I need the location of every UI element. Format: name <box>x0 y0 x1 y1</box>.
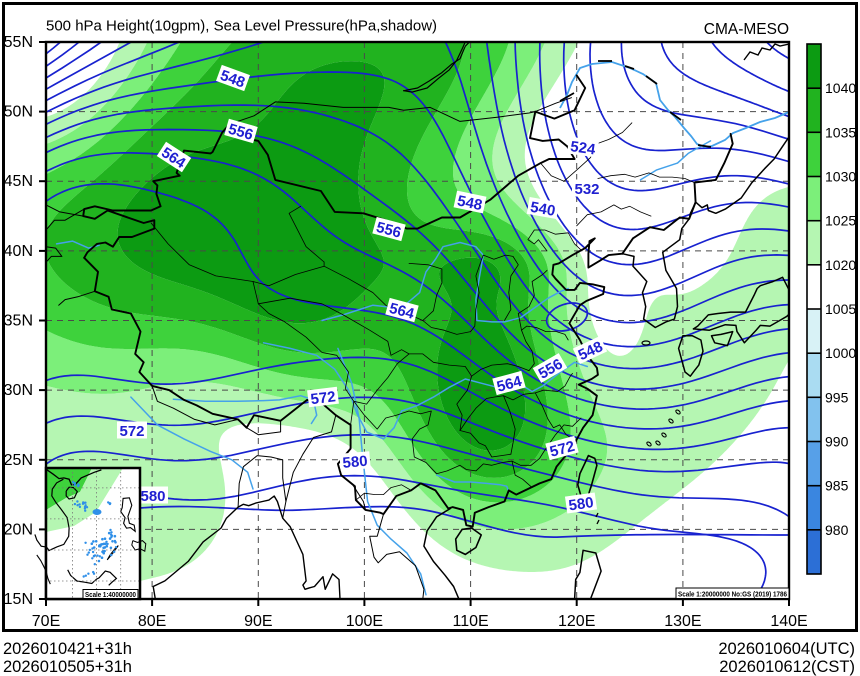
svg-text:1000: 1000 <box>825 345 856 361</box>
svg-text:25N: 25N <box>4 452 33 469</box>
svg-text:580: 580 <box>342 453 368 472</box>
svg-text:1005: 1005 <box>825 301 856 317</box>
svg-text:1030: 1030 <box>825 169 856 185</box>
svg-text:1040: 1040 <box>825 80 856 96</box>
svg-text:45N: 45N <box>4 173 33 190</box>
svg-text:572: 572 <box>310 388 337 408</box>
svg-text:572: 572 <box>548 438 577 461</box>
svg-text:1020: 1020 <box>825 257 856 273</box>
svg-text:564: 564 <box>495 373 524 396</box>
svg-text:548: 548 <box>456 192 484 214</box>
svg-text:2026010505+31h: 2026010505+31h <box>3 658 132 676</box>
svg-text:2026010421+31h: 2026010421+31h <box>3 640 132 658</box>
svg-text:580: 580 <box>140 488 165 505</box>
svg-text:55N: 55N <box>4 34 33 51</box>
svg-text:30N: 30N <box>4 382 33 399</box>
svg-text:540: 540 <box>529 199 557 220</box>
svg-text:120E: 120E <box>558 613 595 630</box>
svg-text:CMA-MESO: CMA-MESO <box>704 21 789 38</box>
svg-text:Scale 1:20000000 No:GS (2019): Scale 1:20000000 No:GS (2019) 1786 <box>678 589 787 598</box>
svg-text:20N: 20N <box>4 521 33 538</box>
svg-text:50N: 50N <box>4 104 33 121</box>
svg-text:140E: 140E <box>770 613 807 630</box>
svg-text:524: 524 <box>569 138 597 158</box>
svg-text:564: 564 <box>387 300 416 323</box>
svg-text:995: 995 <box>825 389 849 405</box>
svg-text:Scale 1:40000000: Scale 1:40000000 <box>85 590 136 599</box>
svg-text:130E: 130E <box>664 613 701 630</box>
svg-text:40N: 40N <box>4 243 33 260</box>
svg-text:2026010612(CST): 2026010612(CST) <box>719 658 855 676</box>
svg-text:110E: 110E <box>453 613 489 630</box>
svg-text:15N: 15N <box>4 591 33 608</box>
svg-text:532: 532 <box>574 181 599 198</box>
svg-text:572: 572 <box>119 423 144 440</box>
svg-text:580: 580 <box>568 494 595 514</box>
svg-text:500 hPa Height(10gpm), Sea Lev: 500 hPa Height(10gpm), Sea Level Pressur… <box>46 18 437 35</box>
svg-text:70E: 70E <box>32 613 60 630</box>
svg-text:2026010604(UTC): 2026010604(UTC) <box>718 640 855 658</box>
svg-text:980: 980 <box>825 522 849 538</box>
svg-text:556: 556 <box>374 219 403 242</box>
svg-text:985: 985 <box>825 478 849 494</box>
svg-text:556: 556 <box>226 121 255 144</box>
svg-text:990: 990 <box>825 434 849 450</box>
svg-text:35N: 35N <box>4 313 33 330</box>
svg-text:80E: 80E <box>138 613 166 630</box>
svg-text:90E: 90E <box>244 613 272 630</box>
svg-text:1035: 1035 <box>825 124 856 140</box>
svg-text:100E: 100E <box>346 613 383 630</box>
svg-text:1025: 1025 <box>825 213 856 229</box>
